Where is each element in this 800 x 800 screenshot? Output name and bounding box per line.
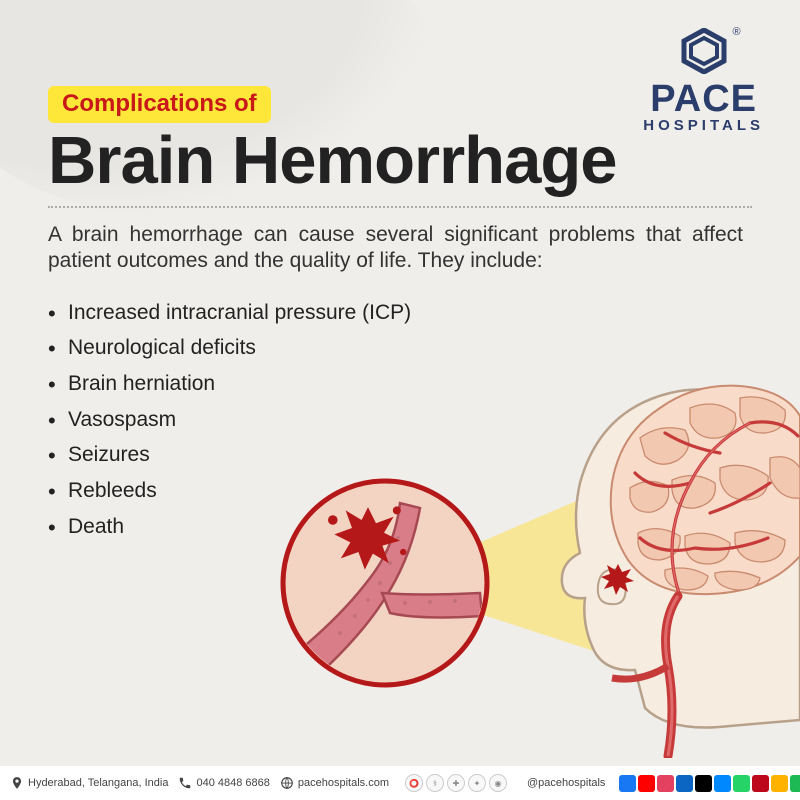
accreditation-badges: ⭕ ⚕ ✚ ✦ ◉: [405, 774, 507, 792]
phone-text: 040 4848 6868: [196, 777, 269, 789]
badge-icon: ✚: [447, 774, 465, 792]
instagram-icon: [657, 775, 674, 792]
phone-icon: [178, 776, 192, 790]
brain-illustration: [240, 338, 800, 758]
footer-phone: 040 4848 6868: [178, 776, 269, 790]
youtube-icon: [638, 775, 655, 792]
whatsapp-icon: [733, 775, 750, 792]
logo-hex-icon: ®: [679, 28, 729, 74]
footer-location: Hyderabad, Telangana, India: [10, 776, 168, 790]
pinterest-icon: [752, 775, 769, 792]
badge-icon: ◉: [489, 774, 507, 792]
social-icons: [619, 775, 800, 792]
facebook-icon: [619, 775, 636, 792]
globe-icon: [280, 776, 294, 790]
linkedin-icon: [676, 775, 693, 792]
spotify-icon: [790, 775, 800, 792]
page-title: Brain Hemorrhage: [48, 127, 752, 208]
badge-icon: ⚕: [426, 774, 444, 792]
site-text: pacehospitals.com: [298, 777, 389, 789]
footer-site: pacehospitals.com: [280, 776, 389, 790]
social-handle: @pacehospitals: [527, 777, 605, 789]
footer-bar: Hyderabad, Telangana, India 040 4848 686…: [0, 766, 800, 800]
intro-paragraph: A brain hemorrhage can cause several sig…: [48, 222, 743, 275]
messenger-icon: [714, 775, 731, 792]
list-item: Increased intracranial pressure (ICP): [48, 295, 752, 331]
pin-icon: [10, 776, 24, 790]
koo-icon: [771, 775, 788, 792]
eyebrow-label: Complications of: [48, 86, 271, 123]
trademark-symbol: ®: [733, 26, 741, 38]
x-icon: [695, 775, 712, 792]
badge-icon: ✦: [468, 774, 486, 792]
location-text: Hyderabad, Telangana, India: [28, 777, 168, 789]
badge-icon: ⭕: [405, 774, 423, 792]
